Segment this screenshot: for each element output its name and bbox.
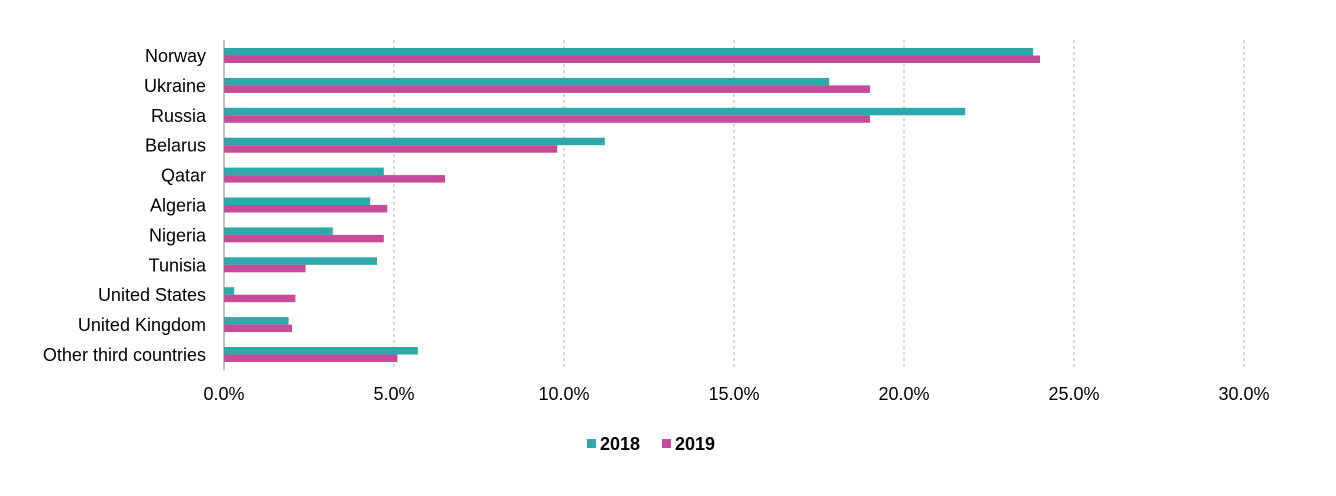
legend-swatch-2019	[662, 439, 671, 448]
bar-2019-tunisia	[224, 264, 306, 273]
category-label: Norway	[145, 46, 206, 66]
category-label: Belarus	[145, 136, 206, 156]
category-labels: Norway Ukraine Russia Belarus Qatar Algeria Ni…	[43, 46, 207, 365]
bar-2018-tunisia	[224, 257, 377, 265]
legend-label-2019: 2019	[675, 434, 715, 454]
bar-2018-nigeria	[224, 227, 333, 235]
category-label: Nigeria	[149, 225, 207, 245]
bar-2019-belarus	[224, 145, 558, 153]
bar-2019-united-states	[224, 294, 296, 303]
category-label: Tunisia	[149, 255, 207, 275]
category-label: United States	[98, 285, 206, 305]
x-tick-label: 5.0%	[373, 384, 414, 404]
bar-2018-other-third-countries	[224, 347, 418, 355]
bar-2019-united-kingdom	[224, 324, 292, 333]
bar-2019-other-third-countries	[224, 354, 398, 362]
bar-2018-russia	[224, 107, 966, 116]
bars	[224, 48, 1040, 362]
bar-2019-norway	[224, 55, 1040, 63]
category-label: Ukraine	[144, 76, 206, 96]
category-label: United Kingdom	[78, 315, 206, 335]
bar-2019-ukraine	[224, 85, 870, 93]
bar-2018-belarus	[224, 137, 605, 146]
bar-2019-nigeria	[224, 234, 384, 243]
legend-label-2018: 2018	[600, 434, 640, 454]
legend: 2018 2019	[587, 434, 715, 454]
grid-lines	[393, 40, 1245, 370]
bar-2019-algeria	[224, 205, 388, 213]
x-tick-labels: 0.0% 5.0% 10.0% 15.0% 20.0% 25.0% 30.0%	[203, 384, 1269, 404]
bar-2018-united-states	[224, 287, 235, 295]
x-tick-label: 15.0%	[708, 384, 759, 404]
bar-2018-norway	[224, 48, 1034, 56]
x-tick-label: 30.0%	[1218, 384, 1269, 404]
category-label: Algeria	[150, 196, 207, 216]
bar-2018-ukraine	[224, 77, 830, 86]
category-label: Other third countries	[43, 345, 206, 365]
category-label: Qatar	[161, 166, 206, 186]
x-tick-label: 25.0%	[1048, 384, 1099, 404]
bar-2018-algeria	[224, 197, 371, 205]
bar-2019-qatar	[224, 175, 445, 183]
bar-2019-russia	[224, 115, 870, 123]
x-tick-label: 10.0%	[538, 384, 589, 404]
legend-swatch-2018	[587, 439, 596, 448]
bar-2018-united-kingdom	[224, 317, 289, 325]
category-label: Russia	[151, 106, 207, 126]
x-tick-label: 0.0%	[203, 384, 244, 404]
bar-2018-qatar	[224, 167, 384, 176]
x-tick-label: 20.0%	[878, 384, 929, 404]
